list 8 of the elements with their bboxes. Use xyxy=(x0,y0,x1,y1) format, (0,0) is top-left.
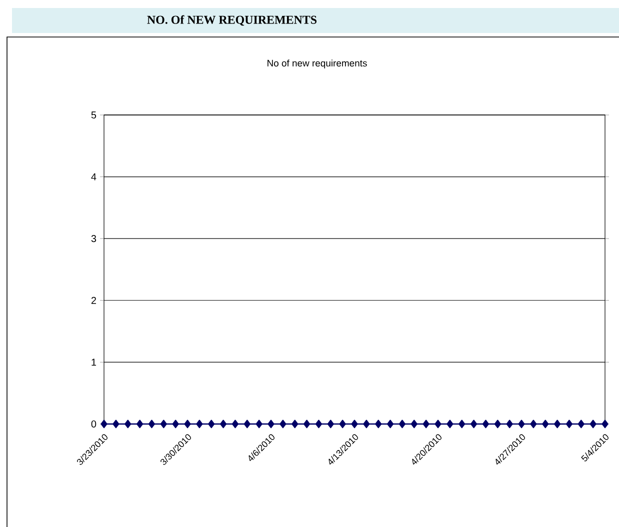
chart-subtitle: No of new requirements xyxy=(268,60,367,68)
y-tick-label: 3 xyxy=(91,235,96,242)
chart-title: NO. Of NEW REQUIREMENTS xyxy=(147,15,317,26)
y-tick-label: 0 xyxy=(91,420,96,428)
y-tick-label: 2 xyxy=(91,296,96,304)
y-tick-label: 4 xyxy=(91,173,96,180)
y-tick-label: 1 xyxy=(92,358,96,366)
y-tick-label: 5 xyxy=(91,112,96,118)
